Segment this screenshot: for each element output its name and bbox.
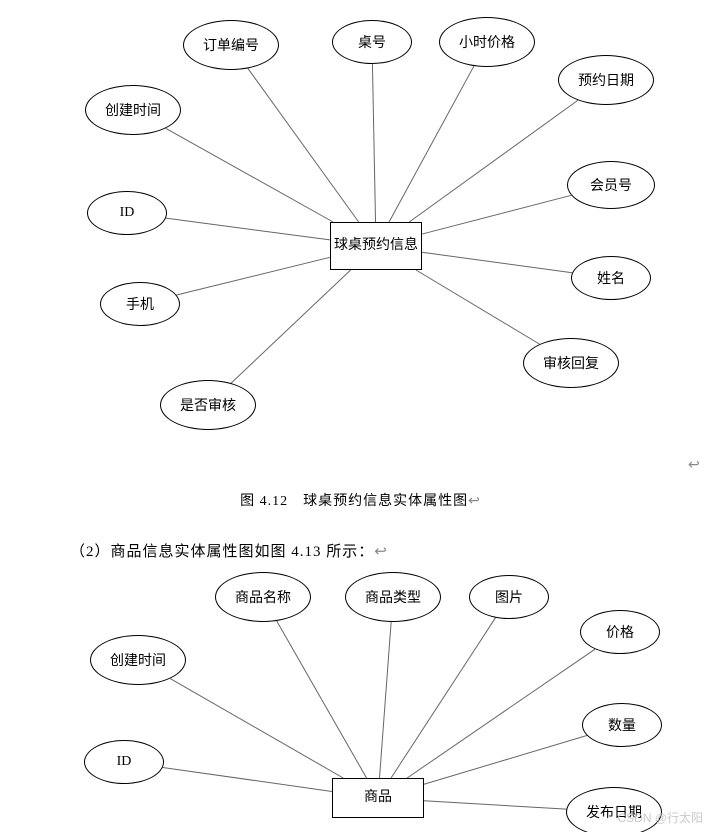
edge-audit-reply <box>416 270 540 344</box>
edge-id2 <box>163 767 332 791</box>
attr-id: ID <box>87 191 167 235</box>
edge-phone <box>177 257 330 295</box>
edge-hour-price <box>389 66 474 222</box>
return-mark2: ↩ <box>374 543 388 560</box>
caption-text: 图 4.12 球桌预约信息实体属性图 <box>240 494 468 509</box>
body-text-line: （2）商品信息实体属性图如图 4.13 所示：↩ <box>70 540 388 561</box>
edge-qty <box>424 736 587 785</box>
watermark: CSDN @行太阳 <box>617 809 703 826</box>
attr-phone: 手机 <box>100 282 180 326</box>
edge-table-no <box>372 64 375 222</box>
edge-order-no <box>248 68 359 222</box>
edge-create-time2 <box>170 679 343 778</box>
figure1-caption: 图 4.12 球桌预约信息实体属性图↩ <box>0 490 721 510</box>
edge-prod-name <box>277 621 367 778</box>
attr-price: 价格 <box>580 610 660 654</box>
attr-prod-name: 商品名称 <box>215 572 311 622</box>
attr-order-no: 订单编号 <box>183 20 279 70</box>
attr-create-time2: 创建时间 <box>90 635 186 685</box>
edge-image <box>391 618 495 778</box>
edge-id <box>166 218 330 240</box>
edge-pub-date <box>424 801 566 809</box>
edge-create-time <box>166 128 333 222</box>
entity-box: 球桌预约信息 <box>330 222 422 270</box>
return-mark: ↩ <box>468 492 481 508</box>
attr-name: 姓名 <box>571 256 651 300</box>
page: 球桌预约信息 订单编号 桌号小时价格预约日期会员号姓名审核回复是否审核 手机 ID 创建时… <box>0 0 721 832</box>
entity-box: 商品 <box>332 778 424 818</box>
attr-image: 图片 <box>469 575 549 619</box>
body-text: （2）商品信息实体属性图如图 4.13 所示： <box>70 544 374 560</box>
attr-create-time: 创建时间 <box>85 85 181 135</box>
attr-member-no: 会员号 <box>567 161 655 209</box>
attr-prod-type: 商品类型 <box>345 572 441 622</box>
attr-table-no: 桌号 <box>332 20 412 64</box>
attr-is-audit: 是否审核 <box>160 380 256 430</box>
attr-qty: 数量 <box>582 703 662 747</box>
attr-hour-price: 小时价格 <box>439 17 535 67</box>
edge-is-audit <box>231 270 350 383</box>
attr-id2: ID <box>84 740 164 784</box>
edge-member-no <box>422 195 571 234</box>
attr-audit-reply: 审核回复 <box>523 338 619 388</box>
edge-book-date <box>409 100 578 222</box>
attr-book-date: 预约日期 <box>558 55 654 105</box>
edge-prod-type <box>379 622 391 778</box>
return-mark-stray: ↩ <box>688 456 700 473</box>
edge-name <box>422 252 572 272</box>
edge-price <box>407 649 595 778</box>
